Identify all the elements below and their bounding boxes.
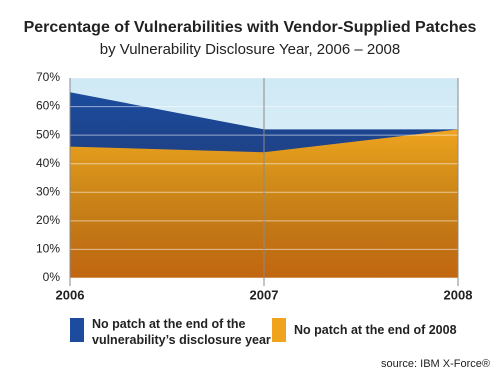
y-tick-label: 30% — [36, 184, 60, 198]
legend-swatch — [70, 318, 84, 342]
y-tick-label: 40% — [36, 156, 60, 170]
source: source: IBM X-Force® — [381, 358, 490, 370]
y-tick-label: 60% — [36, 99, 60, 113]
x-tick-label: 2006 — [56, 287, 85, 302]
legend-label: No patch at the end of 2008 — [294, 323, 457, 337]
y-tick-label: 10% — [36, 242, 60, 256]
y-tick-label: 50% — [36, 127, 60, 141]
x-tick-label: 2007 — [250, 287, 279, 302]
legend-label: No patch at the end of the vulnerability… — [92, 317, 271, 347]
y-tick-label: 0% — [43, 270, 61, 284]
y-tick-label: 70% — [36, 70, 60, 84]
chart-subtitle: by Vulnerability Disclosure Year, 2006 –… — [100, 41, 400, 58]
legend-swatch — [272, 318, 286, 342]
chart-title: Percentage of Vulnerabilities with Vendo… — [24, 19, 477, 36]
x-tick-label: 2008 — [444, 287, 473, 302]
y-tick-label: 20% — [36, 213, 60, 227]
